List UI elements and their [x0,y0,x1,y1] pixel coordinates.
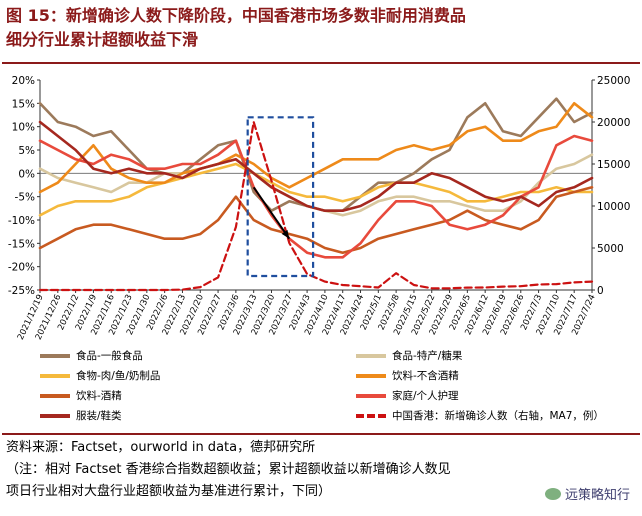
legend-label: 饮料-不含酒精 [392,370,459,382]
watermark: 远策略知行 [540,483,634,504]
y-left-tick-label: -25% [8,285,35,297]
y-left-tick-label: 20% [12,75,35,87]
title-rule [2,62,640,64]
legend-item-8: 中国香港：新增确诊人数（右轴，MA7，例） [356,408,604,423]
legend-swatch [40,373,70,378]
series-line-5 [38,186,594,254]
legend-swatch [40,393,70,398]
series-line-6 [38,134,594,259]
note-line-2: 项日行业相对大盘行业超额收益为基准进行累计，下同） [6,484,332,499]
legend-swatch [356,413,386,418]
y-right-tick-label: 25000 [597,75,630,87]
y-left-tick-label: -15% [8,238,35,250]
figure-title: 图 15：新增确诊人数下降阶段，中国香港市场多数非耐用消费品 细分行业累计超额收… [6,4,636,52]
legend-swatch [40,413,70,418]
legend-item-2: 食品-特产/糖果 [356,348,462,363]
y-left-tick-label: -10% [8,215,35,227]
series-line-2 [38,153,594,217]
y-left-tick-label: 15% [12,98,35,110]
legend-label: 食品-一般食品 [76,350,143,362]
legend-item-3: 食物-肉/鱼/奶制品 [40,368,160,383]
legend-label: 饮料-酒精 [76,390,122,402]
y-left-tick-label: 10% [12,122,35,134]
highlight-box [246,116,315,278]
legend-label: 服装/鞋类 [76,410,122,422]
y-left-tick-label: 5% [18,145,35,157]
legend-swatch [356,393,386,398]
legend-item-4: 饮料-不含酒精 [356,368,459,383]
y-right-tick-label: 10000 [597,201,630,213]
source-line: 资料来源：Factset，ourworld in data，德邦研究所 [6,440,316,455]
legend-swatch [40,353,70,358]
line-chart: 20% 15% 10% 5% 0% -5% -10% -15% -20% -25% 25000 200… [8,75,631,342]
y-right-tick-label: 20000 [597,117,630,129]
legend-item-5: 饮料-酒精 [40,388,122,403]
legend-label: 食物-肉/鱼/奶制品 [76,370,161,382]
trend-arrow-head [281,229,290,239]
series-line-3 [38,162,594,217]
source-rule [2,433,640,435]
note-line-1: （注：相对 Factset 香港综合指数超额收益；累计超额收益以新增确诊人数见 [6,462,451,477]
figure-title-line-1: 图 15：新增确诊人数下降阶段，中国香港市场多数非耐用消费品 [6,6,466,25]
series-line-4 [38,101,594,194]
trend-arrow [252,186,291,240]
watermark-text: 远策略知行 [564,488,630,503]
y-right-tick-label: 15000 [597,159,630,171]
figure-title-line-2: 细分行业累计超额收益下滑 [6,30,199,49]
series-line-8 [38,120,594,292]
legend-swatch [356,353,386,358]
legend-item-6: 家庭/个人护理 [356,388,459,403]
legend-label: 家庭/个人护理 [392,390,459,402]
y-right-tick-label: 0 [597,285,604,297]
wechat-icon [544,487,561,500]
source-notes: 资料来源：Factset，ourworld in data，德邦研究所 （注：相… [6,437,636,503]
series-line-7 [38,120,594,212]
y-right-tick-label: 5000 [597,243,624,255]
legend-swatch [356,373,386,378]
y-left-tick-label: 0% [18,168,35,180]
legend-label: 中国香港：新增确诊人数（右轴，MA7，例） [392,410,604,422]
legend-item-1: 食品-一般食品 [40,348,143,363]
legend-label: 食品-特产/糖果 [392,350,463,362]
y-left-tick-label: -20% [8,262,35,274]
legend-item-7: 服装/鞋类 [40,408,122,423]
y-left-tick-label: -5% [15,192,35,204]
